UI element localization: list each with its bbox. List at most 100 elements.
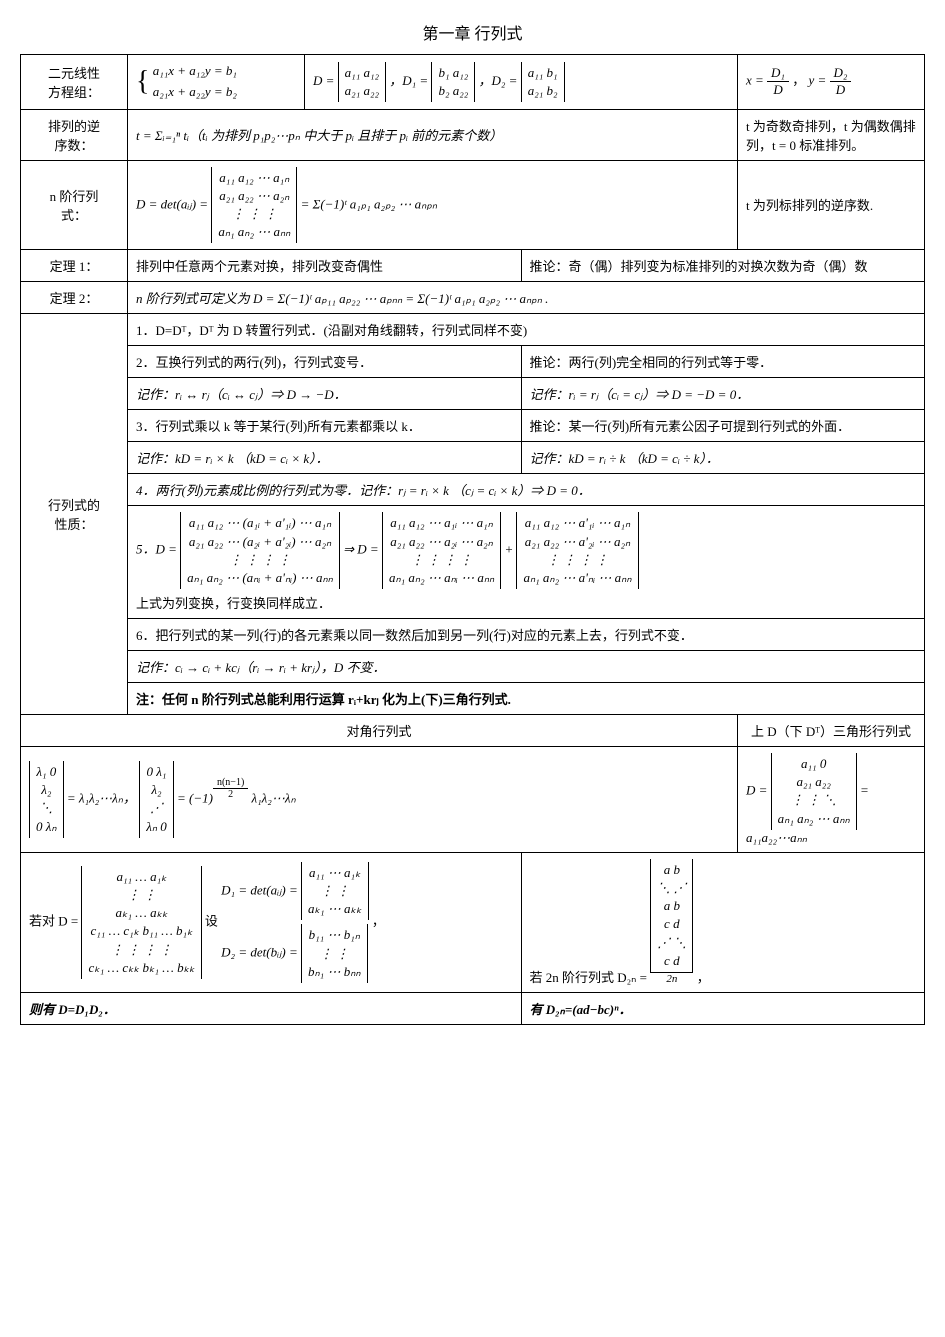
row1-label: 二元线性 方程组： (21, 55, 128, 110)
block-d2-pre: D₂ = det(bᵢⱼ) = (221, 945, 298, 960)
prop5: 5．D = a₁₁ a₁₂ ⋯ (a₁ᵢ + a'₁ᵢ) ⋯ a₁ₙ a₂₁ a… (128, 506, 925, 619)
block-mid-pre: 设 (205, 913, 218, 928)
D2-prefix: ，D₂ = (479, 73, 518, 88)
prop3-cor: 推论：某一行(列)所有元素公因子可提到行列式的外面． (521, 410, 925, 442)
table-row: 二元线性 方程组： { a₁₁x + a₁₂y = b₁ a₂₁x + a₂₂y… (21, 55, 925, 110)
table-row: 4．两行(列)元素成比例的行列式为零．记作：rⱼ = rᵢ × k （cⱼ = … (21, 474, 925, 506)
block-rcomma: ， (697, 970, 710, 985)
block-det-right: a b ⋱ ⋰ a b c d ⋰ ⋱ c d (650, 859, 693, 972)
block-right-pre: 若 2n 阶行列式 D₂ₙ = (530, 970, 647, 985)
row5-text: n 阶行列式可定义为 D = Σ(−1)ᵗ aₚ₁₁ aₚ₂₂ ⋯ aₚₙₙ =… (128, 282, 925, 314)
sol-sep: ， (792, 73, 805, 88)
table-row: 2．互换行列式的两行(列)，行列式变号． 推论：两行(列)完全相同的行列式等于零… (21, 346, 925, 378)
sol-y-label: y = (808, 73, 826, 88)
diag-head-left: 对角行列式 (21, 715, 738, 747)
tri-pre: D = (746, 782, 767, 797)
table-row: 若对 D = a₁₁ … a₁ₖ ⋮ ⋮ aₖ₁ … aₖₖ c₁₁ … c₁ₖ… (21, 852, 925, 992)
row3-det: D = det(aᵢⱼ) = a₁₁ a₁₂ ⋯ a₁ₙ a₂₁ a₂₂ ⋯ a… (128, 160, 738, 250)
block-left-pre: 若对 D = (29, 913, 78, 928)
eq1b: a₂₁x + a₂₂y = b₂ (153, 82, 237, 103)
p5-mid: ⇒ D = (343, 542, 379, 557)
diag-det2: 0 λ₁ λ₂ ⋰ λₙ 0 (139, 761, 174, 838)
row4-right: 推论：奇（偶）排列变为标准排列的对换次数为奇（偶）数 (521, 250, 925, 282)
main-table: 二元线性 方程组： { a₁₁x + a₁₂y = b₁ a₂₁x + a₂₂y… (20, 54, 925, 1025)
row5-label: 定理 2： (21, 282, 128, 314)
table-row: n 阶行列 式： D = det(aᵢⱼ) = a₁₁ a₁₂ ⋯ a₁ₙ a₂… (21, 160, 925, 250)
D1-prefix: ，D₁ = (389, 73, 428, 88)
page-title: 第一章 行列式 (20, 20, 925, 44)
row1-system: { a₁₁x + a₁₂y = b₁ a₂₁x + a₂₂y = b₂ (128, 55, 305, 110)
prop6-note: 记作：cᵢ → cᵢ + kcⱼ（rᵢ → rᵢ + krⱼ），D 不变． (128, 651, 925, 683)
block-d2: b₁₁ ⋯ b₁ₙ ⋮ ⋮ bₙ₁ ⋯ bₙₙ (301, 924, 368, 983)
row2-note: t 为奇数奇排列，t 为偶数偶排列，t = 0 标准排列。 (738, 109, 925, 160)
left-brace-icon: { (136, 66, 149, 98)
diag-det1: λ₁ 0 λ₂ ⋱ 0 λₙ (29, 761, 64, 838)
table-row: 记作：kD = rᵢ × k （kD = cᵢ × k）． 记作：kD = rᵢ… (21, 442, 925, 474)
row4-left: 排列中任意两个元素对换，排列改变奇偶性 (128, 250, 522, 282)
table-row: 记作：rᵢ ↔ rⱼ（cᵢ ↔ cⱼ）⇒ D → −D． 记作：rᵢ = rⱼ（… (21, 378, 925, 410)
row1-solution: x = D₁ D ， y = D₂ D (738, 55, 925, 110)
prop3-note2: 记作：kD = rᵢ ÷ k （kD = cᵢ ÷ k）． (521, 442, 925, 474)
block-underbrace: a b ⋱ ⋰ a b c d ⋰ ⋱ c d 2n (650, 859, 693, 985)
table-row: 则有 D=D₁D₂． 有 D₂ₙ=(ad−bc)ⁿ． (21, 992, 925, 1024)
p5-prefix: 5．D = (136, 542, 177, 557)
diag-eq1: = λ₁λ₂⋯λₙ， (67, 790, 136, 805)
sol-x-label: x = (746, 73, 764, 88)
table-row: 排列的逆 序数： t = Σᵢ₌₁ⁿ tᵢ（tᵢ 为排列 p₁p₂⋯pₙ 中大于… (21, 109, 925, 160)
block-comma: ， (372, 913, 385, 928)
prop3-note: 记作：kD = rᵢ × k （kD = cᵢ × k）． (128, 442, 522, 474)
table-row: 注：任何 n 阶行列式总能利用行运算 rᵢ+krⱼ 化为上(下)三角行列式. (21, 683, 925, 715)
row4-label: 定理 1： (21, 250, 128, 282)
prop1: 1．D=Dᵀ，Dᵀ 为 D 转置行列式．(沿副对角线翻转，行列式同样不变) (128, 314, 925, 346)
diag-left: λ₁ 0 λ₂ ⋱ 0 λₙ = λ₁λ₂⋯λₙ， 0 λ₁ λ₂ ⋰ λₙ 0… (21, 747, 738, 853)
table-row: 5．D = a₁₁ a₁₂ ⋯ (a₁ᵢ + a'₁ᵢ) ⋯ a₁ₙ a₂₁ a… (21, 506, 925, 619)
table-row: 对角行列式 上 D（下 Dᵀ）三角形行列式 (21, 715, 925, 747)
table-row: λ₁ 0 λ₂ ⋱ 0 λₙ = λ₁λ₂⋯λₙ， 0 λ₁ λ₂ ⋰ λₙ 0… (21, 747, 925, 853)
eq1a: a₁₁x + a₁₂y = b₁ (153, 61, 237, 82)
row3-lhs: D = det(aᵢⱼ) = (136, 196, 208, 211)
frac-y: D₂ D (830, 65, 852, 98)
p5-det1: a₁₁ a₁₂ ⋯ (a₁ᵢ + a'₁ᵢ) ⋯ a₁ₙ a₂₁ a₂₂ ⋯ (… (180, 512, 340, 589)
diag-head-right: 上 D（下 Dᵀ）三角形行列式 (738, 715, 925, 747)
block-right: 若 2n 阶行列式 D₂ₙ = a b ⋱ ⋰ a b c d ⋰ ⋱ c d … (521, 852, 925, 992)
prop2-note: 记作：rᵢ ↔ rⱼ（cᵢ ↔ cⱼ）⇒ D → −D． (128, 378, 522, 410)
table-row: 定理 2： n 阶行列式可定义为 D = Σ(−1)ᵗ aₚ₁₁ aₚ₂₂ ⋯ … (21, 282, 925, 314)
row1-dets: D = a₁₁ a₁₂ a₂₁ a₂₂ ，D₁ = b₁ a₁₂ b₂ a₂₂ … (305, 55, 738, 110)
p5-note: 上式为列变换，行变换同样成立． (136, 593, 916, 612)
underbrace-label: 2n (650, 972, 693, 985)
prop2: 2．互换行列式的两行(列)，行列式变号． (128, 346, 522, 378)
prop-annot: 注：任何 n 阶行列式总能利用行运算 rᵢ+krⱼ 化为上(下)三角行列式. (128, 683, 925, 715)
p5-det3: a₁₁ a₁₂ ⋯ a'₁ᵢ ⋯ a₁ₙ a₂₁ a₂₂ ⋯ a'₂ᵢ ⋯ a₂… (516, 512, 638, 589)
diag-eq2-post: λ₁λ₂⋯λₙ (252, 790, 296, 805)
props-label: 行列式的 性质： (21, 314, 128, 715)
row2-formula: t = Σᵢ₌₁ⁿ tᵢ（tᵢ 为排列 p₁p₂⋯pₙ 中大于 pᵢ 且排于 p… (128, 109, 738, 160)
prop6: 6．把行列式的某一列(行)的各元素乘以同一数然后加到另一列(行)对应的元素上去，… (128, 619, 925, 651)
det-D1: b₁ a₁₂ b₂ a₂₂ (431, 62, 475, 102)
prop2-note2: 记作：rᵢ = rⱼ（cᵢ = cⱼ）⇒ D = −D = 0． (521, 378, 925, 410)
tri-det: a₁₁ 0 a₂₁ a₂₂ ⋮ ⋮ ⋱ aₙ₁ aₙ₂ ⋯ aₙₙ (771, 753, 857, 830)
table-row: 行列式的 性质： 1．D=Dᵀ，Dᵀ 为 D 转置行列式．(沿副对角线翻转，行列… (21, 314, 925, 346)
det-n: a₁₁ a₁₂ ⋯ a₁ₙ a₂₁ a₂₂ ⋯ a₂ₙ ⋮ ⋮ ⋮ aₙ₁ aₙ… (211, 167, 297, 244)
prop3: 3．行列式乘以 k 等于某行(列)所有元素都乘以 k． (128, 410, 522, 442)
block-det-left: a₁₁ … a₁ₖ ⋮ ⋮ aₖ₁ … aₖₖ c₁₁ … c₁ₖ b₁₁ … … (81, 866, 201, 979)
row2-label: 排列的逆 序数： (21, 109, 128, 160)
table-row: 记作：cᵢ → cᵢ + kcⱼ（rᵢ → rᵢ + krⱼ），D 不变． (21, 651, 925, 683)
diag-exp: n(n−1)2 (213, 777, 248, 800)
row3-label: n 阶行列 式： (21, 160, 128, 250)
p5-det2: a₁₁ a₁₂ ⋯ a₁ᵢ ⋯ a₁ₙ a₂₁ a₂₂ ⋯ a₂ᵢ ⋯ a₂ₙ … (382, 512, 501, 589)
block-concl-left: 则有 D=D₁D₂． (21, 992, 522, 1024)
p5-plus: + (504, 542, 513, 557)
prop4: 4．两行(列)元素成比例的行列式为零．记作：rⱼ = rᵢ × k （cⱼ = … (128, 474, 925, 506)
table-row: 6．把行列式的某一列(行)的各元素乘以同一数然后加到另一列(行)对应的元素上去，… (21, 619, 925, 651)
D-prefix: D = (313, 73, 334, 88)
block-left: 若对 D = a₁₁ … a₁ₖ ⋮ ⋮ aₖ₁ … aₖₖ c₁₁ … c₁ₖ… (21, 852, 522, 992)
frac-x: D₁ D (767, 65, 789, 98)
det-D: a₁₁ a₁₂ a₂₁ a₂₂ (338, 62, 386, 102)
table-row: 3．行列式乘以 k 等于某行(列)所有元素都乘以 k． 推论：某一行(列)所有元… (21, 410, 925, 442)
block-concl-right: 有 D₂ₙ=(ad−bc)ⁿ． (521, 992, 925, 1024)
block-d1: a₁₁ ⋯ a₁ₖ ⋮ ⋮ aₖ₁ ⋯ aₖₖ (301, 862, 369, 921)
block-d1-pre: D₁ = det(aᵢⱼ) = (221, 882, 298, 897)
prop2-cor: 推论：两行(列)完全相同的行列式等于零． (521, 346, 925, 378)
diag-right: D = a₁₁ 0 a₂₁ a₂₂ ⋮ ⋮ ⋱ aₙ₁ aₙ₂ ⋯ aₙₙ = … (738, 747, 925, 853)
det-D2: a₁₁ b₁ a₂₁ b₂ (521, 62, 565, 102)
